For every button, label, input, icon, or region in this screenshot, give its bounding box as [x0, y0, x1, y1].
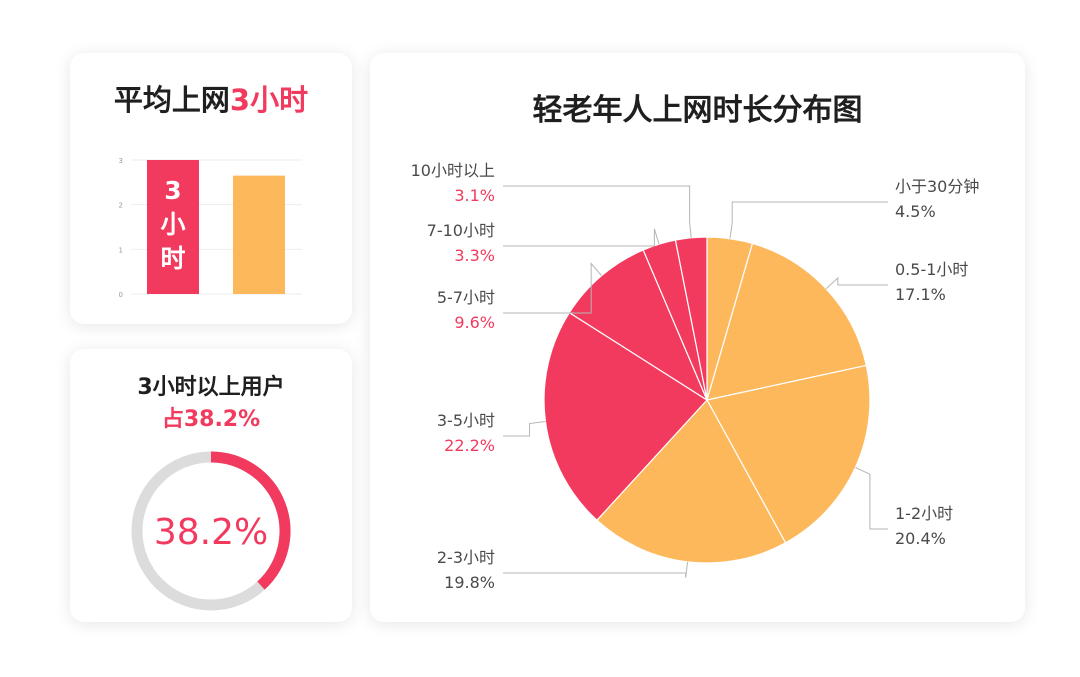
pie-leader-line [503, 228, 660, 247]
pie-leader-line [503, 262, 602, 314]
pie-slice-percent-label: 19.8% [444, 573, 495, 592]
average-time-title: 平均上网3小时 [70, 77, 352, 119]
bar-inline-label: 小 [160, 210, 185, 239]
bar-mark [233, 175, 285, 294]
ring-value-arc [210, 451, 291, 590]
bar-y-tick-label: 1 [119, 246, 123, 254]
pie-slice-label: 小于30分钟 [895, 177, 979, 196]
pie-leader-line [729, 201, 888, 239]
pie-slice [543, 311, 708, 522]
average-time-bar-chart: 0 1 2 3 3 小时 [119, 157, 302, 299]
pie-slice-percent-label: 22.2% [444, 436, 495, 455]
pie-slice-label: 10小时以上 [411, 161, 495, 180]
pie-slice-label: 3-5小时 [437, 411, 495, 430]
average-time-title-prefix: 平均上网 [113, 83, 230, 117]
bar-inline-label: 时 [160, 244, 185, 273]
average-time-title-highlight: 3小时 [229, 83, 309, 117]
duration-pie-chart: 小于30分钟 4.5% 0.5-1小时 17.1% 1-2小时 20.4% 2-3小时 19.… [411, 161, 980, 592]
bar-y-tick-label: 0 [119, 291, 123, 299]
pie-slice-percent-label: 3.1% [454, 186, 495, 205]
pie-slice-label: 7-10小时 [427, 221, 495, 240]
bar-y-tick-label: 3 [119, 157, 123, 165]
pie-slice-percent-label: 4.5% [895, 202, 936, 221]
bar-mark [147, 160, 199, 294]
duration-distribution-card: 轻老年人上网时长分布图 小于30分钟 4.5% 0.5-1小时 17.1% 1-2小时 2… [370, 53, 1025, 622]
pie-slice-percent-label: 3.3% [454, 246, 495, 265]
over-3h-subtitle: 占38.2% [161, 407, 261, 432]
pie-leader-line [825, 276, 888, 290]
pie-slice [706, 242, 868, 401]
over-3h-share-card: 3小时以上用户 占38.2% 38.2% [70, 349, 352, 622]
over-3h-title: 3小时以上用户 [137, 375, 285, 400]
over-3h-ring-chart: 38.2% [131, 451, 291, 611]
pie-slice-percent-label: 9.6% [454, 313, 495, 332]
pie-slice-percent-label: 17.1% [895, 285, 946, 304]
ring-center-label: 38.2% [154, 512, 268, 553]
pie-slice-percent-label: 20.4% [895, 529, 946, 548]
bar-inline-label: 3 [164, 176, 181, 205]
pie-slice-label: 0.5-1小时 [895, 260, 968, 279]
pie-slice-label: 5-7小时 [437, 288, 495, 307]
pie-leader-line [503, 185, 692, 238]
pie-slice-label: 1-2小时 [895, 504, 953, 523]
pie-leader-line [503, 420, 546, 437]
pie-chart-title: 轻老年人上网时长分布图 [532, 93, 863, 128]
pie-slice [568, 249, 709, 402]
bar-y-tick-label: 2 [119, 202, 123, 210]
pie-slice-label: 2-3小时 [437, 548, 495, 567]
pie-leader-line [855, 467, 888, 530]
pie-leader-line [503, 561, 689, 578]
